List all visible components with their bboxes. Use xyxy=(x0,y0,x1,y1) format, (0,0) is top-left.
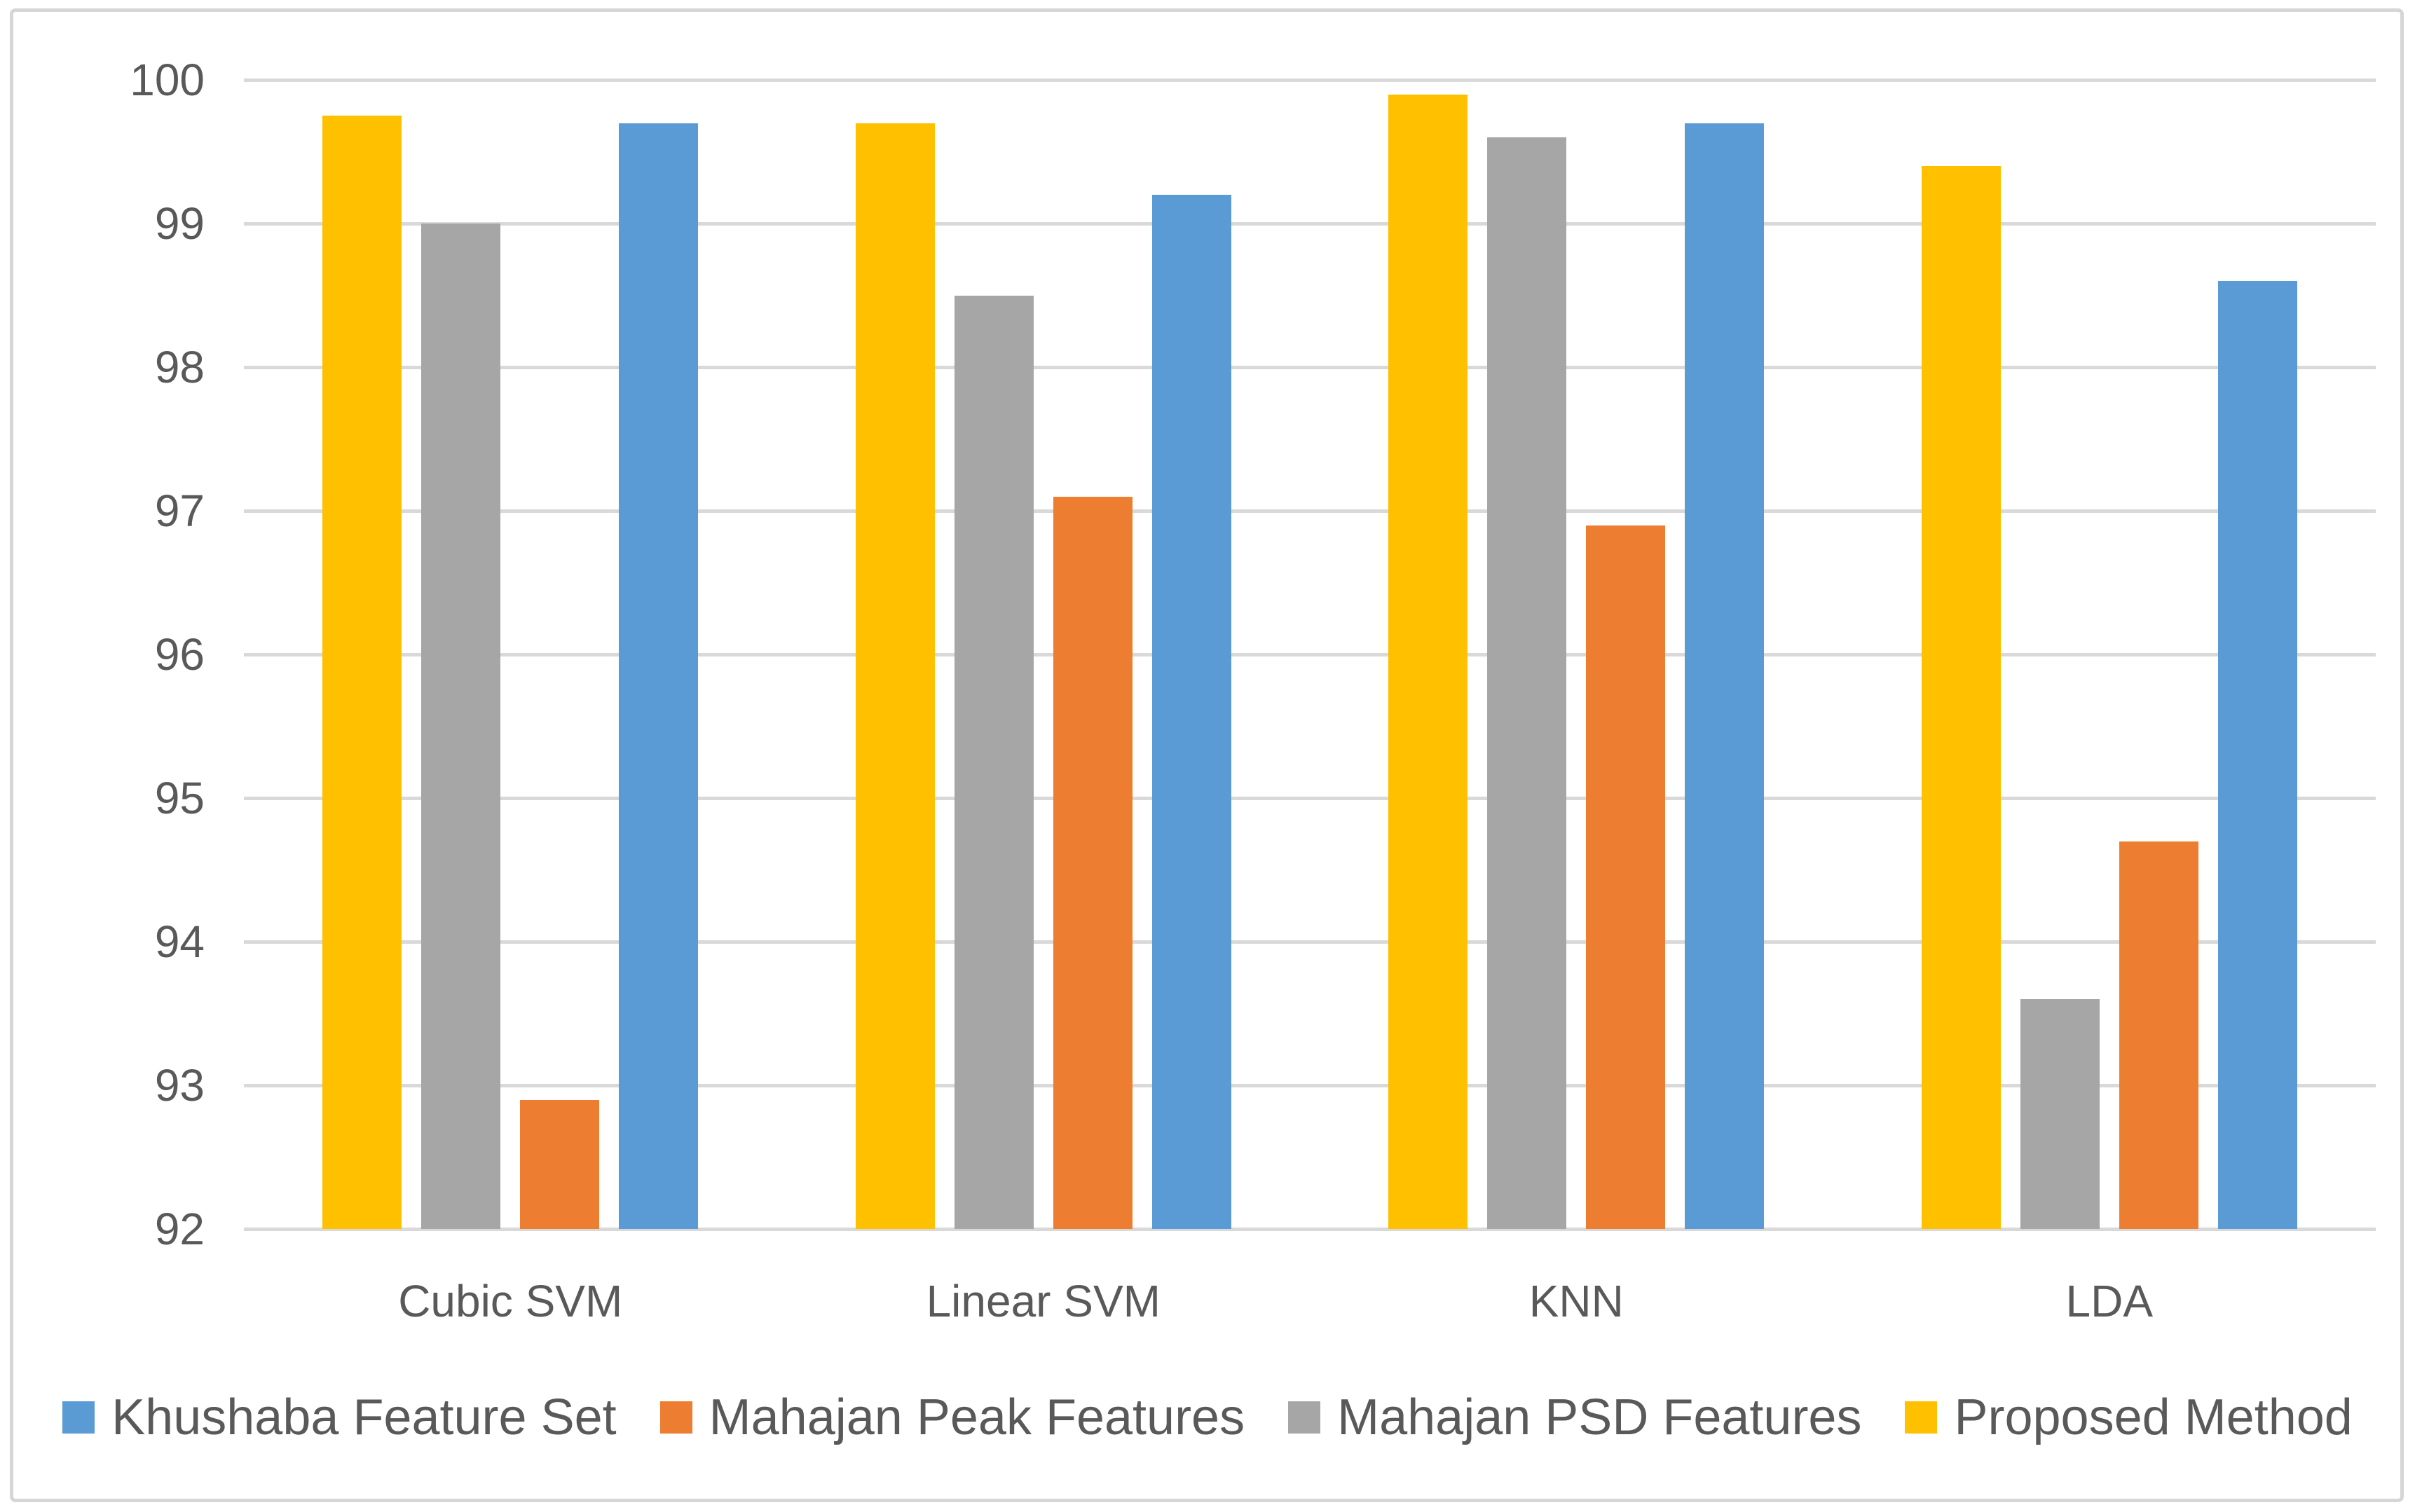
y-tick-label-92: 92 xyxy=(154,1204,205,1254)
legend-label-proposed-method: Proposed Method xyxy=(1954,1389,2353,1445)
gridline-y-99 xyxy=(244,221,2376,226)
gridline-y-94 xyxy=(244,940,2376,944)
legend-label-mahajan-peak-features: Mahajan Peak Features xyxy=(709,1389,1245,1445)
legend-item-mahajan-peak-features: Mahajan Peak Features xyxy=(659,1379,1245,1456)
y-tick-label-97: 97 xyxy=(154,486,205,536)
bar-mahajan-peak-features-lda xyxy=(2119,841,2198,1229)
plot-area xyxy=(244,78,2376,1231)
bar-mahajan-peak-features-linear-svm xyxy=(1053,496,1133,1229)
bar-proposed-method-lda xyxy=(1921,166,2001,1229)
category-label-lda: LDA xyxy=(2065,1276,2154,1326)
gridline-y-96 xyxy=(244,652,2376,657)
y-tick-label-93: 93 xyxy=(154,1060,205,1111)
y-axis-tick-labels: 100 99 98 97 96 95 94 93 92 xyxy=(0,55,205,1254)
legend-swatch-mahajan-peak-features xyxy=(659,1401,692,1434)
bar-khushaba-feature-set-knn xyxy=(1685,123,1765,1229)
gridline-y-92 xyxy=(244,1227,2376,1231)
legend-swatch-proposed-method xyxy=(1905,1401,1938,1434)
gridline-y-98 xyxy=(244,365,2376,369)
bar-khushaba-feature-set-lda xyxy=(2217,281,2297,1229)
y-tick-label-100: 100 xyxy=(130,55,205,105)
category-label-knn: KNN xyxy=(1528,1276,1624,1326)
bar-khushaba-feature-set-linear-svm xyxy=(1151,195,1231,1229)
legend-swatch-khushaba-feature-set xyxy=(62,1401,95,1434)
bar-proposed-method-cubic-svm xyxy=(322,116,402,1229)
legend-label-mahajan-psd-features: Mahajan PSD Features xyxy=(1337,1389,1862,1445)
gridline-y-97 xyxy=(244,509,2376,513)
legend-swatch-mahajan-psd-features xyxy=(1288,1401,1321,1434)
legend: Khushaba Feature Set Mahajan Peak Feature… xyxy=(0,1379,2415,1456)
gridline-y-100 xyxy=(244,78,2376,82)
bar-proposed-method-knn xyxy=(1388,94,1468,1229)
legend-item-mahajan-psd-features: Mahajan PSD Features xyxy=(1288,1379,1861,1456)
bar-mahajan-psd-features-lda xyxy=(2020,999,2100,1229)
legend-label-khushaba-feature-set: Khushaba Feature Set xyxy=(111,1389,617,1445)
x-axis-category-labels: Cubic SVM Linear SVM KNN LDA xyxy=(244,1270,2376,1333)
category-label-cubic-svm: Cubic SVM xyxy=(398,1276,623,1326)
y-tick-label-94: 94 xyxy=(154,916,205,967)
y-tick-label-98: 98 xyxy=(154,342,205,392)
bar-mahajan-psd-features-cubic-svm xyxy=(421,224,501,1229)
bar-khushaba-feature-set-cubic-svm xyxy=(619,123,699,1229)
y-tick-label-95: 95 xyxy=(154,773,205,823)
category-label-linear-svm: Linear SVM xyxy=(926,1276,1161,1326)
legend-item-proposed-method: Proposed Method xyxy=(1905,1379,2353,1456)
bar-mahajan-peak-features-knn xyxy=(1586,525,1666,1229)
gridline-y-93 xyxy=(244,1083,2376,1087)
bar-mahajan-psd-features-knn xyxy=(1487,137,1567,1229)
bar-mahajan-peak-features-cubic-svm xyxy=(520,1099,600,1229)
gridline-y-95 xyxy=(244,796,2376,800)
bar-proposed-method-linear-svm xyxy=(855,123,935,1229)
bar-mahajan-psd-features-linear-svm xyxy=(954,295,1034,1229)
legend-item-khushaba-feature-set: Khushaba Feature Set xyxy=(62,1379,617,1456)
y-tick-label-96: 96 xyxy=(154,629,205,680)
y-tick-label-99: 99 xyxy=(154,198,205,249)
